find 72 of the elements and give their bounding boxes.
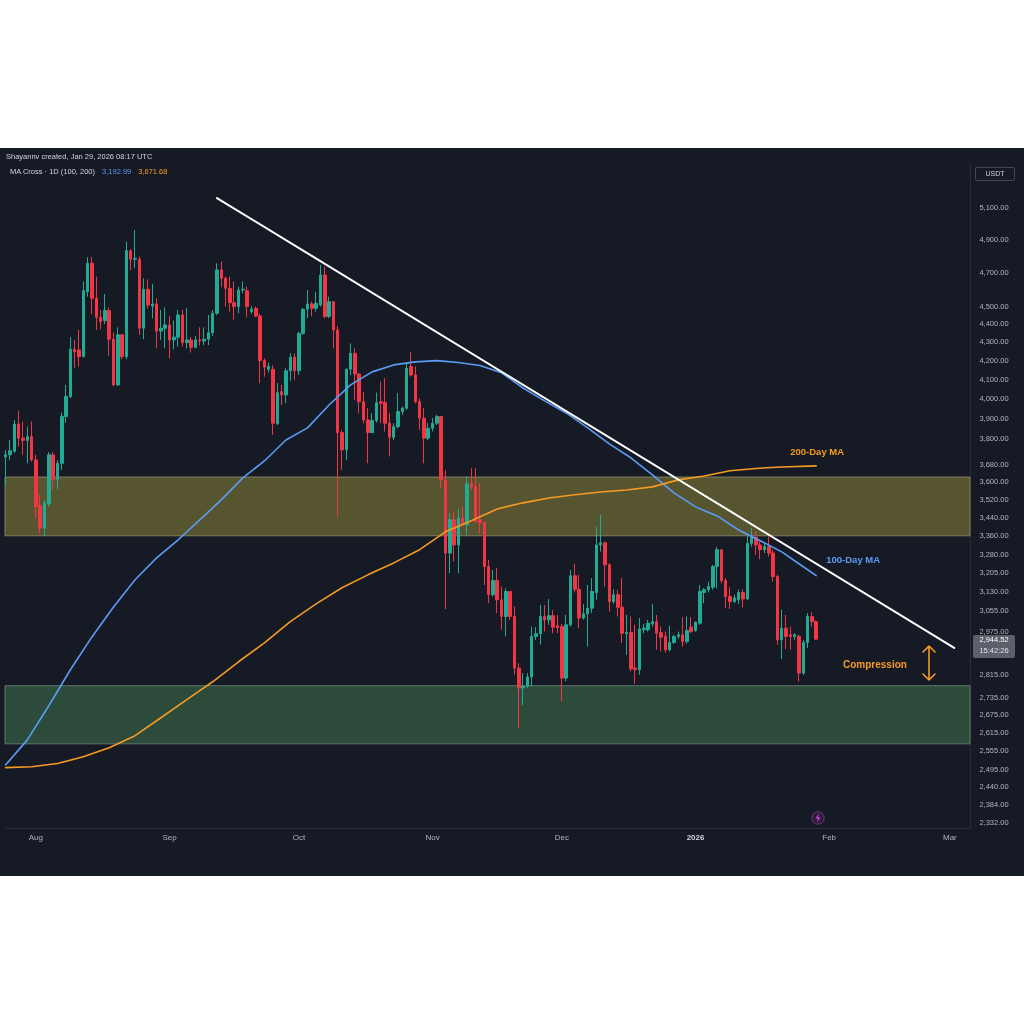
candlestick — [163, 306, 167, 349]
candlestick — [780, 609, 783, 660]
candlestick — [491, 569, 495, 598]
candlestick — [232, 281, 236, 321]
candlestick — [784, 614, 788, 650]
candlestick — [194, 335, 197, 349]
candlestick — [543, 604, 546, 633]
candlestick — [689, 616, 693, 634]
candlestick — [151, 283, 154, 319]
candlestick — [293, 352, 296, 381]
x-tick-label: Mar — [942, 832, 958, 842]
candlestick — [465, 475, 469, 536]
candlestick — [280, 384, 283, 406]
candlestick — [741, 588, 745, 608]
candlestick — [793, 632, 796, 641]
candlestick — [737, 589, 740, 605]
candlestick — [457, 507, 460, 574]
candlestick — [155, 297, 158, 349]
candlestick — [198, 326, 201, 347]
candlestick — [547, 598, 551, 626]
candlestick — [715, 546, 719, 589]
candlestick — [763, 542, 766, 554]
candlestick — [612, 588, 615, 605]
x-tick-label: Oct — [292, 832, 306, 842]
candlestick — [142, 277, 145, 340]
candlestick — [551, 609, 555, 634]
candlestick — [185, 307, 189, 349]
candlestick — [276, 382, 279, 426]
candlestick — [625, 614, 628, 656]
candlestick — [181, 309, 184, 347]
candlestick — [168, 315, 171, 359]
x-tick-label: Sep — [162, 832, 178, 842]
candlestick — [521, 672, 525, 706]
candlestick — [103, 293, 107, 325]
line-series — [4, 465, 818, 769]
candlestick — [448, 512, 452, 574]
x-tick-label: Aug — [28, 832, 44, 842]
candlestick — [146, 278, 150, 309]
candlestick — [116, 326, 120, 387]
candlestick — [245, 286, 249, 318]
candlestick — [327, 296, 331, 319]
candlestick — [26, 426, 29, 464]
candlestick — [138, 256, 141, 336]
candlestick — [405, 362, 408, 411]
candlestick — [685, 615, 689, 645]
candlestick — [620, 577, 624, 644]
annotation: Compression — [843, 659, 907, 670]
candlestick — [323, 266, 327, 319]
candlestick — [267, 362, 270, 373]
x-tick-label: Feb — [822, 832, 837, 842]
candlestick — [452, 510, 456, 562]
candlestick — [733, 594, 736, 604]
candlestick — [189, 336, 193, 354]
candlestick — [133, 229, 137, 269]
candlestick — [310, 301, 314, 317]
x-tick-label: 2026 — [686, 832, 705, 842]
candlestick — [77, 329, 81, 368]
series-label: 200-Day MA — [790, 446, 845, 458]
candlestick — [129, 248, 132, 271]
x-tick-label: Nov — [425, 832, 440, 842]
candlestick — [681, 616, 684, 648]
candlestick — [176, 309, 180, 347]
candlestick — [797, 634, 801, 682]
candlestick — [271, 364, 275, 436]
candlestick — [504, 587, 508, 637]
x-tick-label: Dec — [554, 832, 569, 842]
candlestick — [125, 241, 128, 360]
candlestick — [426, 422, 430, 441]
candlestick — [51, 451, 55, 491]
candlestick — [250, 305, 253, 315]
series-label: 100-Day MA — [826, 554, 881, 566]
candlestick — [120, 333, 124, 360]
